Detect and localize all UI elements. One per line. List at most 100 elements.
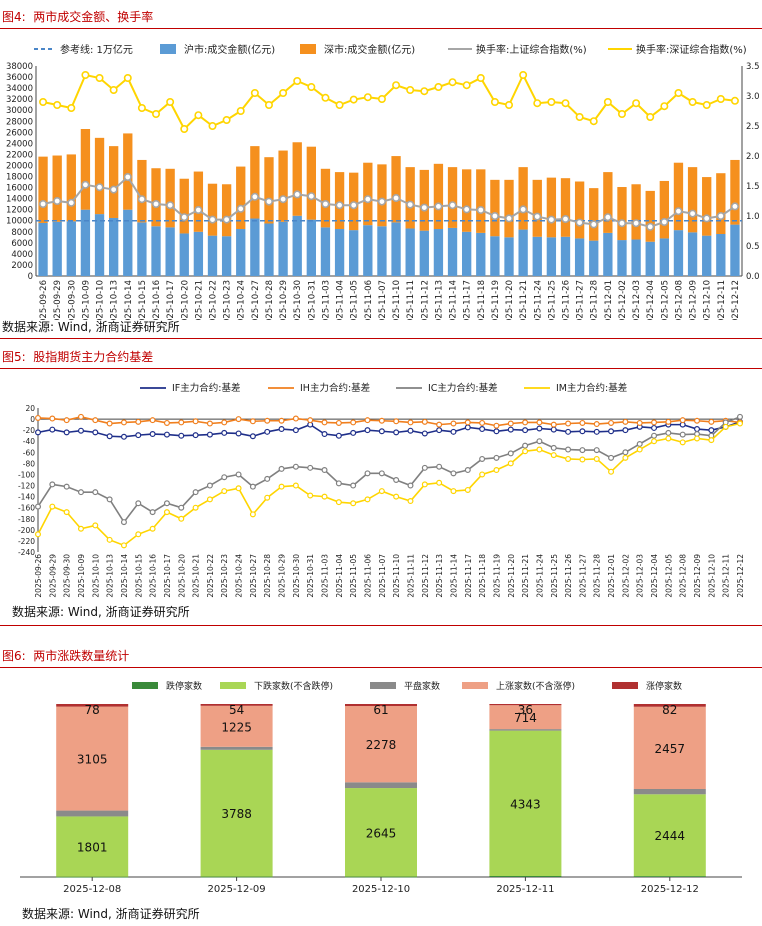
fig4-bar-sz xyxy=(518,167,528,230)
fig4-point-sh-turnover xyxy=(688,209,697,218)
fig5-point xyxy=(178,504,185,511)
fig5-point xyxy=(708,418,715,425)
fig5-point xyxy=(665,435,672,442)
fig4-point-sz-turnover xyxy=(208,122,217,131)
fig5-point xyxy=(679,431,686,438)
fig5-x-tick-label: 2025-12-02 xyxy=(621,554,630,598)
fig4-point-sz-turnover xyxy=(589,117,598,126)
fig4-x-tick-label: 2025-11-17 xyxy=(463,280,473,320)
fig4-point-sz-turnover xyxy=(363,93,372,102)
fig4-bar-sz xyxy=(151,168,161,227)
fig5-point xyxy=(565,420,572,427)
fig4-bar-sz xyxy=(447,167,458,228)
fig5-x-tick-label: 2025-10-21 xyxy=(192,554,201,598)
fig5-point xyxy=(34,414,41,421)
fig4-bar-sh xyxy=(377,226,387,276)
fig4-point-sh-turnover xyxy=(222,215,231,224)
fig5-point xyxy=(536,425,543,432)
fig5-point xyxy=(722,423,729,430)
fig5-point xyxy=(163,431,170,438)
fig5-point xyxy=(636,419,643,426)
fig5-legend-label: IH主力合约:基差 xyxy=(300,382,370,394)
fig4-bar-sz xyxy=(278,150,288,222)
fig5-y-tick-label: 20 xyxy=(25,404,35,413)
fig5-point xyxy=(206,420,213,427)
fig4-x-tick-label: 2025-10-15 xyxy=(138,280,148,320)
fig5-point xyxy=(221,419,228,426)
fig4-y2-tick-label: 3.5 xyxy=(746,62,760,72)
fig4-y2-tick-label: 1.0 xyxy=(746,212,760,222)
fig4-point-sh-turnover xyxy=(674,207,683,216)
fig4-bar-sh xyxy=(80,209,91,276)
fig4-point-sh-turnover xyxy=(194,206,203,215)
fig6-data-label: 78 xyxy=(85,703,100,717)
fig5-point xyxy=(651,424,658,431)
fig4-point-sz-turnover xyxy=(617,110,626,119)
fig6-bar-segment xyxy=(489,704,562,706)
fig4-legend-label: 深市:成交金额(亿元) xyxy=(324,43,415,56)
fig4-line-sh-turnover xyxy=(42,175,736,228)
fig5-legend-label: IF主力合约:基差 xyxy=(172,382,240,394)
fig4-y-tick-label: 32000 xyxy=(6,95,33,105)
fig5-point xyxy=(106,433,113,440)
fig4-bar-sz xyxy=(334,172,345,230)
fig5-point xyxy=(34,531,41,538)
fig4-bar-sz xyxy=(193,171,204,232)
fig4-point-sh-turnover xyxy=(617,219,626,228)
fig4-bar-sh xyxy=(617,240,627,276)
fig4-bar-sz xyxy=(631,184,641,240)
fig5-point xyxy=(120,542,127,549)
fig5-y-tick-label: -240 xyxy=(18,548,35,557)
fig5-y-tick-label: -200 xyxy=(18,526,35,535)
fig4-point-sh-turnover xyxy=(646,222,655,231)
fig4-bar-sz xyxy=(433,163,444,230)
fig4-x-tick-label: 2025-09-26 xyxy=(39,280,49,320)
fig5-point xyxy=(135,418,142,425)
fig4-bar-sz xyxy=(165,168,175,228)
fig4-point-sh-turnover xyxy=(490,212,499,221)
fig4-x-tick-label: 2025-11-07 xyxy=(378,280,388,320)
fig5-point xyxy=(49,503,56,510)
fig5-x-tick-label: 2025-11-17 xyxy=(464,554,473,598)
fig4-bar-sh xyxy=(673,230,684,276)
fig5-point xyxy=(550,421,557,428)
fig5-x-tick-label: 2025-10-09 xyxy=(77,554,86,598)
fig4-point-sz-turnover xyxy=(561,99,570,108)
fig5-point xyxy=(378,470,385,477)
fig4-x-tick-label: 2025-10-13 xyxy=(110,280,120,320)
fig5-point xyxy=(507,450,514,457)
fig4-bar-sh xyxy=(165,227,175,276)
fig4-bar-sh xyxy=(405,228,415,276)
fig4-y-tick-label: 4000 xyxy=(11,250,33,260)
fig4-point-sz-turnover xyxy=(603,98,612,107)
fig5-point xyxy=(235,485,242,492)
fig6-bar-segment xyxy=(633,704,706,707)
fig5-point xyxy=(321,493,328,500)
fig5-point xyxy=(608,428,615,435)
fig5-point xyxy=(436,463,443,470)
fig4-point-sh-turnover xyxy=(716,212,725,221)
fig5-point xyxy=(393,493,400,500)
fig4-x-tick-label: 2025-12-10 xyxy=(703,280,713,320)
fig4-point-sh-turnover xyxy=(632,219,641,228)
fig4-point-sz-turnover xyxy=(293,76,302,85)
fig6-bar-segment xyxy=(345,782,417,789)
fig6-title: 图6: 两市涨跌数量统计 xyxy=(2,649,130,663)
fig4-point-sh-turnover xyxy=(208,215,217,224)
fig5-point xyxy=(608,454,615,461)
fig4-bar-sh xyxy=(250,218,260,276)
fig4-point-sz-turnover xyxy=(420,87,429,96)
fig5-point xyxy=(106,496,113,503)
fig5-point xyxy=(92,417,99,424)
fig6-bar-segment xyxy=(489,705,562,730)
fig5-x-tick-label: 2025-12-04 xyxy=(650,554,659,598)
fig5-point xyxy=(221,488,228,495)
fig4-x-tick-label: 2025-10-31 xyxy=(307,280,317,320)
fig5-point xyxy=(192,432,199,439)
fig4-y-tick-label: 28000 xyxy=(6,117,33,127)
fig5-y-tick-label: -60 xyxy=(23,448,35,457)
fig5-point xyxy=(736,420,743,427)
fig4-bar-sh xyxy=(546,237,557,276)
fig5-point xyxy=(622,449,629,456)
fig6-legend-swatch xyxy=(612,682,638,689)
